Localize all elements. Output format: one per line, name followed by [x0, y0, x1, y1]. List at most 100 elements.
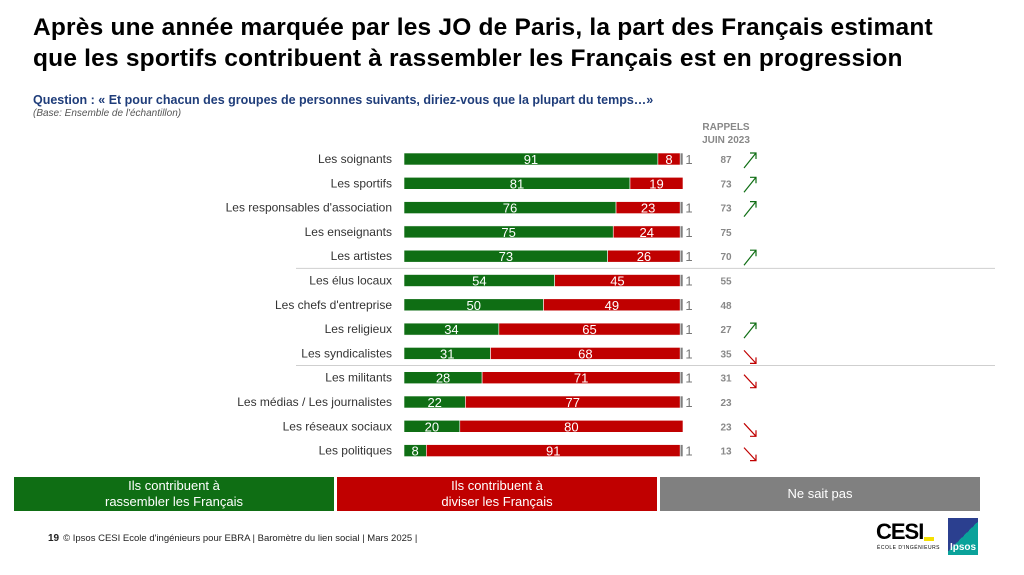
cesi-logo-subtitle: ÉCOLE D'INGÉNIEURS: [877, 545, 941, 551]
rappel-value: 48: [720, 301, 732, 312]
rappel-value: 23: [720, 422, 732, 433]
question-text: Question : « Et pour chacun des groupes …: [33, 93, 654, 107]
rappel-value: 31: [720, 374, 732, 385]
cesi-logo-accent: [924, 537, 934, 541]
legend-nsp-label: Ne sait pas: [787, 486, 853, 501]
bar-nsp: [679, 274, 684, 287]
bar-nsp: [679, 322, 684, 336]
bar-diviser: [629, 177, 684, 190]
value-label-rassembler: 22: [427, 395, 441, 410]
legend-diviser: Ils contribuent à diviser les Français: [337, 477, 657, 511]
category-label: Les artistes: [331, 249, 392, 263]
value-label-nsp: 1: [685, 225, 692, 240]
trend-up-arrow-icon: [743, 201, 757, 217]
trend-up-arrow-icon: [743, 152, 757, 169]
value-label-diviser: 91: [546, 444, 560, 459]
value-label-rassembler: 73: [499, 249, 513, 264]
rappel-value: 27: [720, 325, 732, 336]
cesi-logo-text: CESI: [876, 519, 924, 544]
rappels-date: JUIN 2023: [702, 135, 750, 146]
value-label-nsp: 1: [685, 249, 692, 264]
value-label-rassembler: 75: [501, 225, 515, 240]
value-label-diviser: 80: [564, 419, 578, 434]
value-label-diviser: 77: [566, 395, 580, 410]
legend-diviser-label: Ils contribuent à diviser les Français: [441, 478, 553, 509]
value-label-rassembler: 8: [412, 444, 419, 459]
value-label-diviser: 65: [582, 322, 596, 337]
footer: 19 © Ipsos CESI Ecole d'ingénieurs pour E…: [48, 533, 417, 544]
category-label: Les religieux: [325, 322, 392, 336]
category-label: Les élus locaux: [309, 274, 392, 288]
rappel-value: 13: [720, 447, 732, 458]
rappel-value: 55: [720, 277, 732, 288]
value-label-rassembler: 91: [524, 152, 538, 167]
value-label-diviser: 8: [665, 152, 672, 167]
value-label-rassembler: 20: [425, 419, 439, 434]
ipsos-logo-text: Ipsos: [949, 542, 977, 553]
footer-text: © Ipsos CESI Ecole d'ingénieurs pour EBR…: [63, 533, 418, 544]
rappel-value: 75: [720, 228, 732, 239]
value-label-nsp: 1: [685, 274, 692, 289]
rappel-value: 73: [720, 179, 732, 190]
cesi-logo: CESI: [876, 519, 924, 545]
rappels-label: RAPPELS: [702, 122, 750, 133]
trend-down-arrow-icon: [743, 349, 757, 364]
value-label-rassembler: 81: [510, 176, 524, 191]
bar-nsp: [679, 395, 684, 409]
value-label-nsp: 1: [685, 346, 692, 361]
category-label: Les politiques: [319, 444, 392, 458]
bar-diviser: [459, 419, 684, 433]
value-label-diviser: 19: [649, 176, 663, 191]
category-label: Les réseaux sociaux: [283, 419, 392, 433]
trend-up-arrow-icon: [743, 176, 757, 193]
legend-rassembler: Ils contribuent à rassembler les Françai…: [14, 477, 334, 511]
title-line-2: que les sportifs contribuent à rassemble…: [33, 45, 903, 72]
category-label: Les responsables d'association: [226, 201, 392, 215]
base-note: (Base: Ensemble de l'échantillon): [33, 108, 182, 119]
trend-up-arrow-icon: [743, 322, 757, 339]
rappel-value: 70: [720, 252, 732, 263]
bar-nsp: [679, 152, 684, 166]
bar-nsp: [679, 249, 684, 263]
title-line-1: Après une année marquée par les JO de Pa…: [33, 14, 933, 41]
trend-down-arrow-icon: [743, 374, 757, 389]
rappel-value: 87: [720, 155, 732, 166]
rappels-header: RAPPELS JUIN 2023: [690, 121, 762, 147]
page-title: Après une année marquée par les JO de Pa…: [33, 12, 933, 74]
category-label: Les enseignants: [305, 225, 392, 239]
value-label-diviser: 26: [637, 249, 651, 264]
category-label: Les militants: [325, 371, 392, 385]
value-label-rassembler: 28: [436, 371, 450, 386]
category-label: Les chefs d'entreprise: [275, 298, 392, 312]
value-label-rassembler: 76: [503, 201, 517, 216]
legend-nsp: Ne sait pas: [660, 477, 980, 511]
value-label-nsp: 1: [685, 444, 692, 459]
value-label-diviser: 45: [610, 274, 624, 289]
bar-nsp: [679, 347, 684, 360]
value-label-nsp: 1: [685, 322, 692, 337]
bar-nsp: [679, 225, 684, 239]
value-label-diviser: 68: [578, 346, 592, 361]
value-label-rassembler: 34: [444, 322, 458, 337]
rappel-value: 35: [720, 349, 732, 360]
value-label-nsp: 1: [685, 152, 692, 167]
trend-up-arrow-icon: [743, 249, 757, 266]
page-number: 19: [48, 533, 60, 544]
value-label-rassembler: 54: [472, 274, 486, 289]
ipsos-logo: Ipsos: [948, 518, 978, 555]
trend-down-arrow-icon: [743, 422, 757, 437]
value-label-nsp: 1: [685, 201, 692, 216]
value-label-nsp: 1: [685, 298, 692, 313]
bar-nsp: [679, 298, 684, 312]
bar-nsp: [679, 201, 684, 214]
rappel-value: 73: [720, 204, 732, 215]
value-label-diviser: 23: [641, 201, 655, 216]
value-label-diviser: 24: [639, 225, 653, 240]
value-label-nsp: 1: [685, 371, 692, 386]
value-label-rassembler: 31: [440, 346, 454, 361]
legend-rassembler-label: Ils contribuent à rassembler les Françai…: [105, 478, 243, 509]
category-label: Les soignants: [318, 152, 392, 166]
category-label: Les syndicalistes: [301, 346, 392, 360]
value-label-diviser: 71: [574, 371, 588, 386]
